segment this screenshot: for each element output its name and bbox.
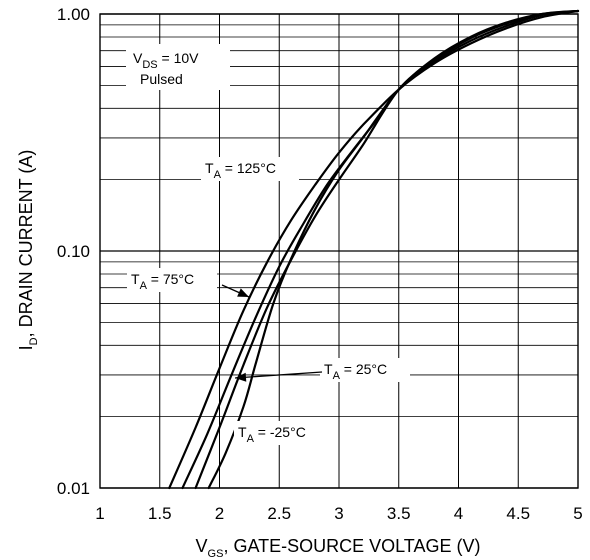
label-25c-leader <box>234 371 323 379</box>
y-axis-title: ID, DRAIN CURRENT (A) <box>16 150 40 351</box>
condition-vds: VDS = 10V <box>133 50 199 71</box>
y-tick-label: 1.00 <box>57 5 90 24</box>
series-line-t-a-125-c <box>168 9 580 490</box>
series-line-t-a-25-c <box>194 9 580 490</box>
label-75c: TA = 75°C <box>131 271 194 292</box>
x-tick-label: 5 <box>573 504 582 523</box>
curves <box>168 9 580 490</box>
label-125c: TA = 125°C <box>205 160 276 181</box>
x-axis-title: VGS, GATE-SOURCE VOLTAGE (V) <box>196 536 481 560</box>
label-25c-box <box>320 358 410 382</box>
x-tick-label: 4 <box>454 504 463 523</box>
label-minus25c-box <box>234 421 332 445</box>
x-tick-label: 2.5 <box>267 504 291 523</box>
label-125c-box <box>201 157 299 181</box>
y-tick-label: 0.01 <box>57 479 90 498</box>
label-minus25c: TA = -25°C <box>238 424 306 445</box>
conditions-box <box>126 44 230 90</box>
label-75c-box <box>127 268 217 292</box>
x-tick-label: 1.5 <box>148 504 172 523</box>
series-line-t-a-25-c <box>207 9 580 490</box>
label-25c-arrowhead <box>235 372 247 382</box>
x-tick-label: 1 <box>95 504 104 523</box>
x-tick-labels: 1 1.5 2 2.5 3 3.5 4 4.5 5 <box>95 504 582 523</box>
x-tick-label: 2 <box>215 504 224 523</box>
plot-frame <box>99 13 579 489</box>
y-tick-label: 0.10 <box>57 242 90 261</box>
x-tick-label: 3.5 <box>387 504 411 523</box>
y-tick-labels: 0.01 0.10 1.00 <box>57 5 90 498</box>
x-tick-label: 4.5 <box>506 504 530 523</box>
label-75c-arrowhead <box>237 288 249 297</box>
condition-pulsed: Pulsed <box>140 71 183 87</box>
x-tick-label: 3 <box>334 504 343 523</box>
label-25c: TA = 25°C <box>324 361 387 382</box>
